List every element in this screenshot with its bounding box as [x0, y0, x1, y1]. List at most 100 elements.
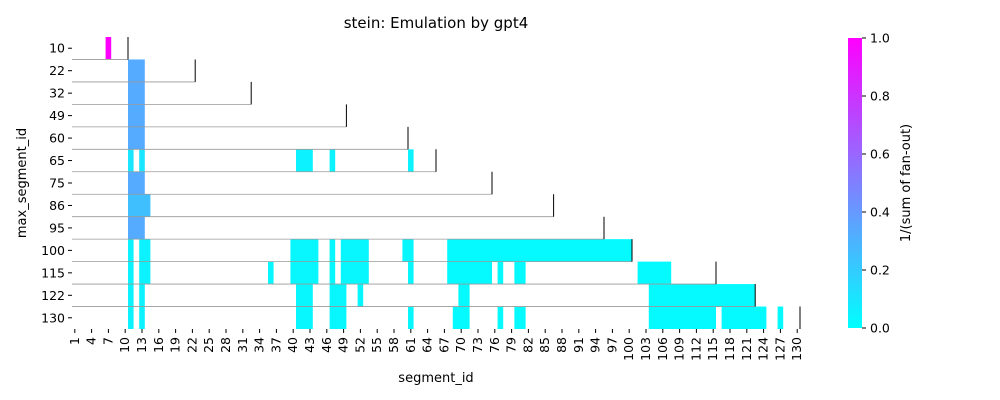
x-tick-label: 1 — [67, 337, 82, 345]
heatmap-cell — [777, 306, 784, 329]
x-tick-label: 97 — [604, 337, 619, 353]
heatmap-cell — [408, 149, 414, 172]
y-tick-label: 130 — [41, 310, 65, 325]
heatmap-cell — [357, 284, 364, 307]
heatmap-cell — [497, 306, 504, 329]
heatmap-cell — [497, 261, 504, 285]
y-tick-label: 60 — [49, 131, 65, 146]
y-tick-label: 100 — [41, 243, 65, 258]
y-tick-label: 122 — [41, 288, 65, 303]
heatmap-cell — [128, 81, 145, 105]
heatmap-cell — [514, 261, 526, 285]
heatmap-cell — [296, 284, 313, 307]
heatmap-cell — [290, 239, 319, 262]
x-tick-label: 25 — [201, 337, 216, 353]
x-tick-label: 109 — [672, 337, 687, 361]
x-tick-label: 130 — [789, 337, 804, 361]
x-tick-label: 121 — [739, 337, 754, 361]
heatmap-cell — [128, 194, 151, 217]
x-tick-label: 124 — [756, 337, 771, 361]
x-tick-label: 88 — [554, 337, 569, 353]
x-tick-label: 115 — [705, 337, 720, 361]
x-tick-label: 70 — [453, 337, 468, 353]
heatmap-cell — [329, 261, 336, 285]
chart-title: stein: Emulation by gpt4 — [344, 14, 529, 32]
x-tick-label: 61 — [403, 337, 418, 353]
x-tick-label: 28 — [218, 337, 233, 353]
colorbar-ticks: 0.0 0.2 0.4 0.6 0.8 1.0 — [862, 31, 890, 336]
x-tick-label: 100 — [621, 337, 636, 361]
x-tick-label: 55 — [369, 337, 384, 353]
heatmap-cell — [296, 149, 313, 172]
heatmap-cell — [329, 306, 347, 329]
heatmap-cell — [329, 284, 347, 307]
heatmap-cell — [296, 306, 313, 329]
heatmap-cell — [402, 239, 414, 262]
heatmap-cell — [139, 239, 151, 262]
x-tick-label: 67 — [436, 337, 451, 353]
y-tick-label: 32 — [49, 86, 65, 101]
heatmap-cell — [340, 239, 369, 262]
x-tick-label: 79 — [504, 337, 519, 353]
x-tick-label: 46 — [319, 337, 334, 353]
colorbar-tick-label: 0.4 — [870, 205, 890, 220]
x-tick-label: 19 — [168, 337, 183, 353]
heatmap-cell — [408, 306, 414, 329]
colorbar-tick-label: 0.0 — [870, 321, 890, 336]
x-tick-label: 22 — [184, 337, 199, 353]
heatmap-cell — [268, 261, 274, 285]
heatmap-cell — [128, 306, 134, 329]
colorbar-tick-label: 0.6 — [870, 147, 890, 162]
x-axis: 1 4 7 10 13 16 19 22 25 28 31 34 37 40 43 46 49 52 55 58 61 6… — [67, 329, 804, 361]
heatmap-cell — [447, 261, 492, 285]
heatmap-cell — [128, 171, 145, 195]
heatmap-cell — [721, 306, 767, 329]
x-tick-label: 13 — [134, 337, 149, 353]
y-tick-label: 65 — [49, 153, 65, 168]
x-tick-label: 4 — [84, 337, 99, 345]
x-tick-label: 85 — [537, 337, 552, 353]
heatmap-cell — [637, 261, 672, 285]
x-tick-label: 37 — [268, 337, 283, 353]
x-tick-label: 112 — [688, 337, 703, 361]
x-tick-label: 106 — [655, 337, 670, 361]
x-tick-label: 118 — [722, 337, 737, 361]
x-tick-label: 73 — [470, 337, 485, 353]
heatmap-cell — [139, 306, 145, 329]
y-tick-label: 75 — [49, 176, 65, 191]
colorbar-tick-label: 1.0 — [870, 31, 890, 46]
heatmap-cell — [128, 284, 134, 307]
colorbar — [848, 38, 862, 328]
heatmap-cell — [128, 239, 134, 262]
y-tick-label: 86 — [49, 198, 65, 213]
heatmap-cell — [128, 59, 145, 82]
x-tick-label: 43 — [302, 337, 317, 353]
x-tick-label: 10 — [117, 337, 132, 353]
heatmap-cell — [408, 261, 414, 285]
y-tick-label: 22 — [49, 63, 65, 78]
y-tick-label: 10 — [49, 41, 65, 56]
heatmap-cell — [648, 306, 716, 329]
x-tick-label: 40 — [285, 337, 300, 353]
heatmap-cell — [128, 149, 134, 172]
x-tick-label: 34 — [252, 337, 267, 353]
heatmap-cell — [290, 261, 319, 285]
heatmap-cell — [139, 149, 145, 172]
x-tick-label: 76 — [487, 337, 502, 353]
x-tick-label: 64 — [420, 337, 435, 353]
x-tick-label: 127 — [772, 337, 787, 361]
heatmap-cell — [128, 104, 145, 127]
heatmap-cell — [128, 216, 145, 240]
x-tick-label: 82 — [520, 337, 535, 353]
heatmap-cell — [340, 261, 369, 285]
heatmap-cell — [458, 284, 470, 307]
heatmap-cell — [648, 284, 756, 307]
heatmap-cell — [514, 306, 526, 329]
x-tick-label: 94 — [588, 337, 603, 353]
heatmap-cells — [105, 37, 784, 329]
heatmap-cell — [329, 149, 336, 172]
heatmap-cell — [128, 261, 134, 285]
colorbar-tick-label: 0.2 — [870, 263, 890, 278]
x-tick-label: 91 — [571, 337, 586, 353]
x-tick-label: 58 — [386, 337, 401, 353]
